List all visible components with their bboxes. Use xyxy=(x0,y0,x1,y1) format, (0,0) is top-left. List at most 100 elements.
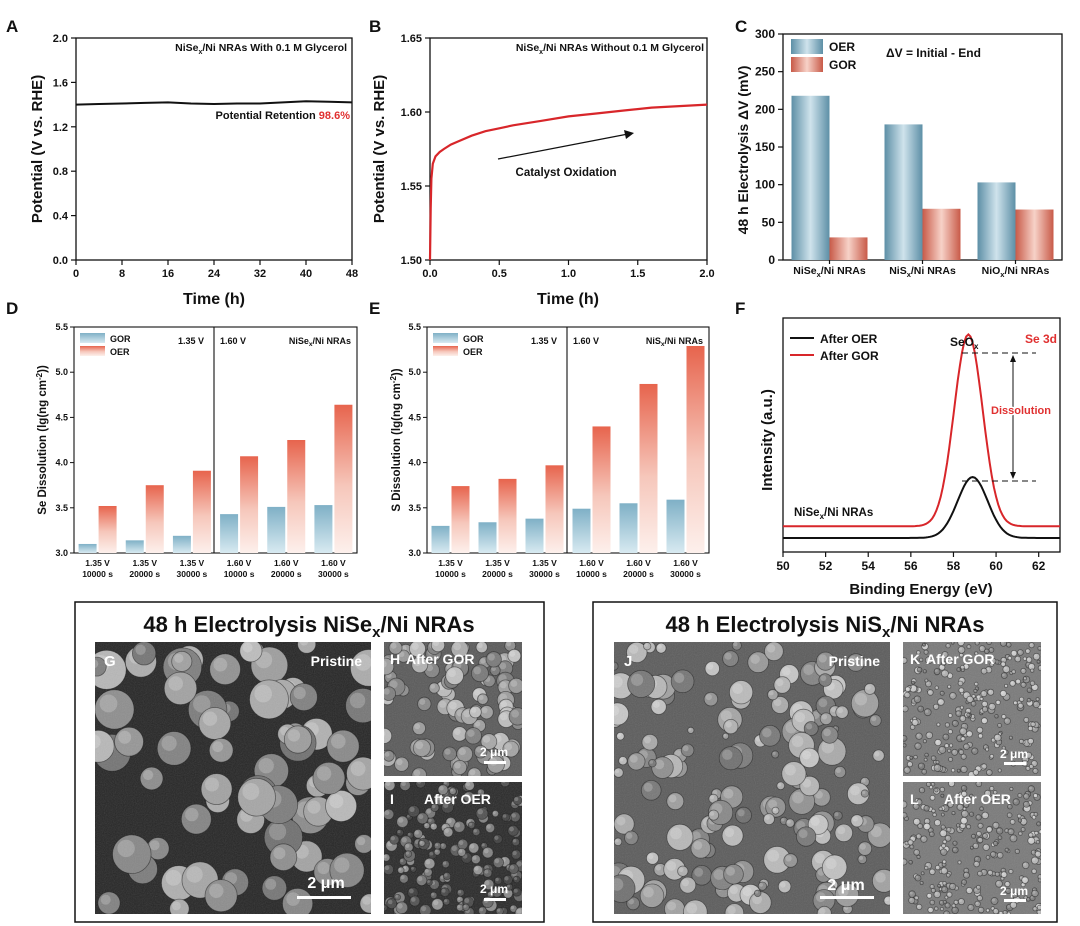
panel-e-legend-oer: OER xyxy=(463,347,483,357)
sem-right-gor-scale-bar xyxy=(1004,762,1026,765)
panel-d-bar-gor xyxy=(172,535,191,553)
panel-e-bar-oer xyxy=(686,345,705,553)
panel-d-bar-oer xyxy=(145,485,164,553)
sem-right-pristine-image xyxy=(614,642,890,914)
panel-c-title: ΔV = Initial - End xyxy=(886,46,981,60)
panel-f-region-label: Se 3d xyxy=(1025,332,1057,346)
panel-a-xtick-label: 32 xyxy=(254,268,266,280)
panel-a-series-line xyxy=(75,100,353,106)
panel-a-xtick-label: 0 xyxy=(73,268,79,280)
panel-f-xtick-label: 54 xyxy=(862,559,876,573)
panel-letter-e: E xyxy=(369,299,380,318)
panel-d-category-time: 20000 s xyxy=(129,569,160,579)
sem-left-scale-large-label: 2 μm xyxy=(307,875,344,892)
panel-e-bar-gor xyxy=(431,525,450,553)
panel-letters: A B C D E F xyxy=(6,17,747,318)
sem-right-oer-scale-bar xyxy=(1004,899,1026,902)
panel-b-ytick-label: 1.55 xyxy=(401,181,422,193)
panel-a-frame xyxy=(75,37,353,261)
sem-right-oer-label: After OER xyxy=(944,791,1011,807)
panel-d-ytick-label: 5.5 xyxy=(55,322,68,332)
panel-c-ytick-label: 250 xyxy=(755,65,775,79)
panel-e-bar-oer xyxy=(545,465,564,553)
panel-c-ylabel: 48 h Electrolysis ΔV (mV) xyxy=(735,66,751,235)
sem-particle-group xyxy=(903,782,1041,914)
panel-a-ytick-label: 1.2 xyxy=(53,122,68,134)
panel-f-xtick-label: 58 xyxy=(947,559,961,573)
panel-letter-l: L xyxy=(910,791,919,807)
sem-left-title: 48 h Electrolysis NiSex/Ni NRAs xyxy=(143,612,474,641)
panel-letter-d: D xyxy=(6,299,18,318)
panel-letter-f: F xyxy=(735,299,745,318)
panel-f-series-after-gor xyxy=(783,333,1060,528)
panel-d-frame xyxy=(73,326,358,554)
panel-f-axes: 50 52 54 56 58 60 62 xyxy=(776,552,1046,573)
panel-d-ytick-label: 4.5 xyxy=(55,412,68,422)
panel-d-bar-gor xyxy=(267,506,286,553)
panel-f-sample: NiSex/Ni NRAs xyxy=(794,507,873,521)
panel-c-chart: 0 50 100 150 200 250 300 OER GOR ΔV = Initial … xyxy=(735,27,1063,279)
sem-left-gor-scale-bar xyxy=(484,761,506,764)
sem-particle-group xyxy=(95,642,371,914)
panel-e-region-135: 1.35 V xyxy=(531,336,557,346)
panel-d-bar-gor xyxy=(78,543,97,553)
panel-e-category-voltage: 1.35 V xyxy=(485,558,510,568)
sem-particle-group xyxy=(384,782,522,914)
panel-e-axes: 3.0 3.5 4.0 4.5 5.0 5.5 xyxy=(408,322,427,558)
sem-right-after-oer-image xyxy=(903,782,1041,914)
panel-a-chart: 0 8 16 24 32 40 48 0.0 0.4 0.8 1.2 1.6 2.0 NiSex/Ni … xyxy=(29,33,358,308)
panel-d-ytick-label: 5.0 xyxy=(55,367,68,377)
panel-d-legend-oer-swatch xyxy=(80,346,105,356)
panel-f-chart: 50 52 54 56 58 60 62 After OER After GOR SeOx … xyxy=(759,317,1061,598)
panel-d-ylabel: Se Dissolution (lg(ng cm-2)) xyxy=(35,365,49,515)
panel-d-sample: NiSex/Ni NRAs xyxy=(289,336,351,348)
sem-particle-group xyxy=(614,642,890,914)
panel-a-ytick-label: 2.0 xyxy=(53,33,68,45)
panel-e-category-time: 30000 s xyxy=(529,569,560,579)
panel-d-ytick-label: 3.0 xyxy=(55,548,68,558)
sem-right-after-gor-image xyxy=(903,642,1041,776)
panel-b-xtick-label: 2.0 xyxy=(699,268,714,280)
panel-d-category-time: 30000 s xyxy=(177,569,208,579)
panel-c-ytick-label: 300 xyxy=(755,27,775,41)
sem-noise xyxy=(614,642,890,914)
panel-f-xlabel: Binding Energy (eV) xyxy=(849,581,992,598)
panel-e-sample: NiSx/Ni NRAs xyxy=(646,336,703,348)
sem-right-scale-large-label: 2 μm xyxy=(827,877,864,894)
sem-left-gor-label: After GOR xyxy=(406,651,474,667)
panel-b-xlabel: Time (h) xyxy=(537,291,599,308)
panel-f-arrow-down xyxy=(1010,472,1016,479)
panel-e-bar-oer xyxy=(498,478,517,553)
panel-e-ylabel: S Dissolution (lg(ng cm-2)) xyxy=(389,368,403,511)
panel-d-category-voltage: 1.60 V xyxy=(274,558,299,568)
sem-left-pristine-image xyxy=(95,642,371,914)
panel-e-bar-gor xyxy=(478,522,497,553)
panel-e-legend-oer-swatch xyxy=(433,346,458,356)
panel-c-bar-gor xyxy=(829,237,868,260)
panel-d-category-voltage: 1.35 V xyxy=(85,558,110,568)
sem-right-pristine-label: Pristine xyxy=(829,653,881,669)
panel-e-category-voltage: 1.60 V xyxy=(673,558,698,568)
panel-f-xtick-label: 60 xyxy=(989,559,1003,573)
sem-right-gor-scale-label: 2 μm xyxy=(1000,747,1028,761)
panel-c-legend-oer: OER xyxy=(829,40,855,54)
panel-d-category-voltage: 1.35 V xyxy=(132,558,157,568)
panel-b-xtick-label: 1.5 xyxy=(630,268,645,280)
panel-a-ytick-label: 0.0 xyxy=(53,255,68,267)
panel-f-ylabel: Intensity (a.u.) xyxy=(759,389,776,491)
sem-left-scale-large-bar xyxy=(297,896,351,899)
panel-f-xtick-label: 50 xyxy=(776,559,790,573)
panel-e-legend-gor: GOR xyxy=(463,334,484,344)
panel-f-arrow-label: Dissolution xyxy=(991,405,1051,417)
panel-b-axes: 0.0 0.5 1.0 1.5 2.0 1.50 1.55 1.60 1.65 xyxy=(401,33,715,280)
panel-a-ylabel: Potential (V vs. RHE) xyxy=(29,75,46,223)
panel-c-category-label: NiSx/Ni NRAs xyxy=(889,265,956,279)
panel-a-annotation: Potential Retention 98.6% xyxy=(216,110,351,122)
panel-c-axes: 0 50 100 150 200 250 300 xyxy=(755,27,1017,267)
panel-d-region-135: 1.35 V xyxy=(178,336,204,346)
panel-b-arrow xyxy=(497,133,629,160)
panel-c-legend-gor-swatch xyxy=(791,57,823,72)
panel-a-xtick-label: 40 xyxy=(300,268,312,280)
